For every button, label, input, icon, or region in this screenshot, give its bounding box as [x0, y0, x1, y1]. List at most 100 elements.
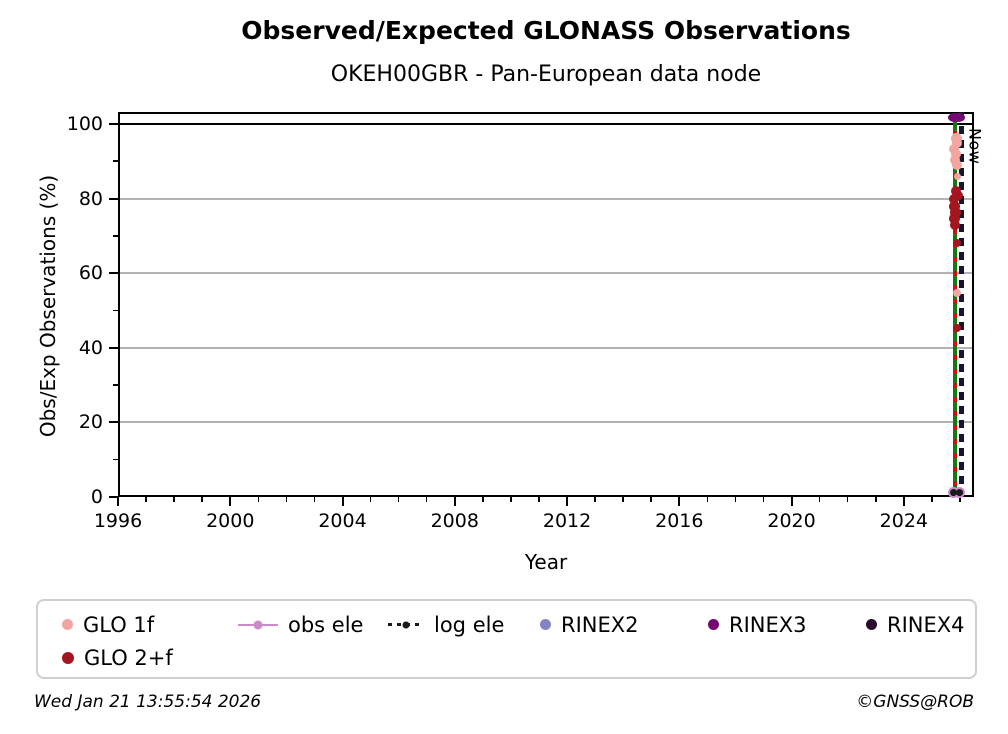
data-point-glo-2-f	[950, 220, 961, 231]
legend-label: obs ele	[288, 612, 364, 637]
y-major-tick	[109, 122, 118, 125]
legend-entry-rinex3: RINEX3	[708, 613, 866, 637]
x-minor-tick	[482, 497, 484, 502]
x-major-tick	[566, 497, 569, 506]
legend-dash-dot-marker	[402, 621, 410, 628]
x-tick-label: 2016	[655, 510, 704, 532]
y-tick-label: 40	[78, 336, 103, 359]
x-minor-tick	[818, 497, 821, 502]
y-major-tick	[109, 346, 118, 349]
y-gridline	[120, 272, 972, 275]
x-tick-label: 2000	[206, 510, 255, 532]
x-major-tick	[341, 497, 344, 506]
data-point-glo-2-f	[954, 190, 964, 200]
x-minor-tick	[622, 497, 624, 502]
y-tick-label: 60	[78, 262, 103, 285]
x-major-tick	[902, 497, 905, 506]
data-point-glo-1f	[951, 148, 962, 159]
x-axis-label: Year	[524, 550, 568, 574]
y-minor-tick	[113, 235, 118, 237]
x-minor-tick	[594, 497, 596, 502]
y-major-tick	[109, 272, 118, 275]
y-tick-label: 100	[66, 112, 103, 135]
data-point-glo-2-f	[952, 324, 961, 333]
legend-dot-icon	[62, 619, 73, 630]
x-tick-label: 2008	[430, 510, 479, 532]
data-point-glo-1f	[952, 138, 963, 149]
data-point-glo-2-f	[949, 213, 961, 225]
now-annotation: Now	[965, 127, 985, 164]
reference-line-100	[120, 122, 972, 126]
x-minor-tick	[875, 497, 877, 502]
legend-entry-log-ele: log ele	[388, 613, 540, 637]
x-minor-tick	[538, 497, 540, 502]
y-minor-tick	[113, 309, 118, 312]
legend-label: GLO 1f	[83, 612, 155, 637]
y-gridline	[120, 421, 972, 424]
x-minor-tick	[145, 497, 147, 502]
legend-dot-icon	[540, 619, 551, 630]
legend-dot-icon	[708, 619, 719, 630]
legend-entry-glo-2-f: GLO 2+f	[62, 646, 238, 670]
legend-entry-rinex4: RINEX4	[866, 613, 965, 637]
x-minor-tick	[173, 497, 175, 502]
legend-label: RINEX4	[887, 612, 965, 637]
y-gridline	[120, 346, 972, 349]
chart-title: Observed/Expected GLONASS Observations	[241, 16, 851, 45]
y-axis-label: Obs/Exp Observations (%)	[36, 174, 60, 438]
plot-timestamp: Wed Jan 21 13:55:54 2026	[34, 692, 262, 712]
data-point-glo-1f	[953, 289, 962, 298]
x-minor-tick	[846, 497, 849, 502]
x-major-tick	[790, 497, 793, 506]
y-tick-label: 80	[78, 187, 103, 210]
data-point-glo-2-f	[952, 239, 961, 248]
plot-area	[118, 112, 974, 497]
x-major-tick	[229, 497, 232, 506]
x-major-tick	[678, 497, 681, 506]
y-major-tick	[109, 197, 118, 200]
x-major-tick	[453, 497, 456, 506]
x-minor-tick	[959, 497, 961, 502]
legend-dot-icon	[62, 651, 74, 664]
x-minor-tick	[201, 497, 203, 502]
x-tick-label: 2020	[767, 510, 816, 532]
x-tick-label: 2012	[542, 510, 592, 532]
legend-entry-obs-ele: obs ele	[238, 613, 388, 637]
x-minor-tick	[425, 497, 428, 502]
chart-subtitle: OKEH00GBR - Pan-European data node	[330, 62, 762, 87]
legend-entry-glo-1f: GLO 1f	[62, 613, 238, 637]
y-gridline	[120, 197, 972, 200]
data-point-rinex3	[951, 113, 965, 123]
x-minor-tick	[369, 497, 372, 502]
legend-entry-rinex2: RINEX2	[540, 613, 708, 637]
legend: GLO 1f obs ele log ele RINEX2 RINEX3 RINEX4 GL…	[36, 599, 977, 679]
x-tick-label: 2024	[879, 510, 928, 532]
now-line	[958, 112, 964, 497]
y-tick-label: 20	[78, 411, 103, 434]
data-point-log-ele	[950, 488, 958, 496]
x-minor-tick	[257, 497, 260, 502]
x-tick-label: 2004	[318, 510, 367, 532]
data-point-glo-2-f	[949, 200, 961, 212]
x-minor-tick	[510, 497, 512, 502]
legend-dashed-line-icon	[388, 621, 424, 628]
x-minor-tick	[706, 497, 709, 502]
data-point-glo-1f	[950, 132, 962, 144]
y-minor-tick	[113, 458, 118, 461]
x-minor-tick	[650, 497, 652, 502]
legend-label: GLO 2+f	[84, 645, 173, 670]
x-minor-tick	[734, 497, 737, 502]
legend-label: RINEX3	[729, 612, 807, 637]
copyright-label: ©GNSS@ROB	[856, 692, 974, 712]
data-point-log-ele	[956, 488, 964, 496]
event-line-red	[952, 117, 957, 497]
y-minor-tick	[113, 160, 118, 162]
x-minor-tick	[397, 497, 400, 502]
data-point-glo-2-f	[950, 206, 962, 218]
x-minor-tick	[285, 497, 288, 502]
legend-line-dot-marker	[253, 620, 263, 629]
legend-label: log ele	[434, 612, 505, 637]
x-minor-tick	[313, 497, 316, 502]
data-point-glo-2-f	[948, 193, 959, 204]
